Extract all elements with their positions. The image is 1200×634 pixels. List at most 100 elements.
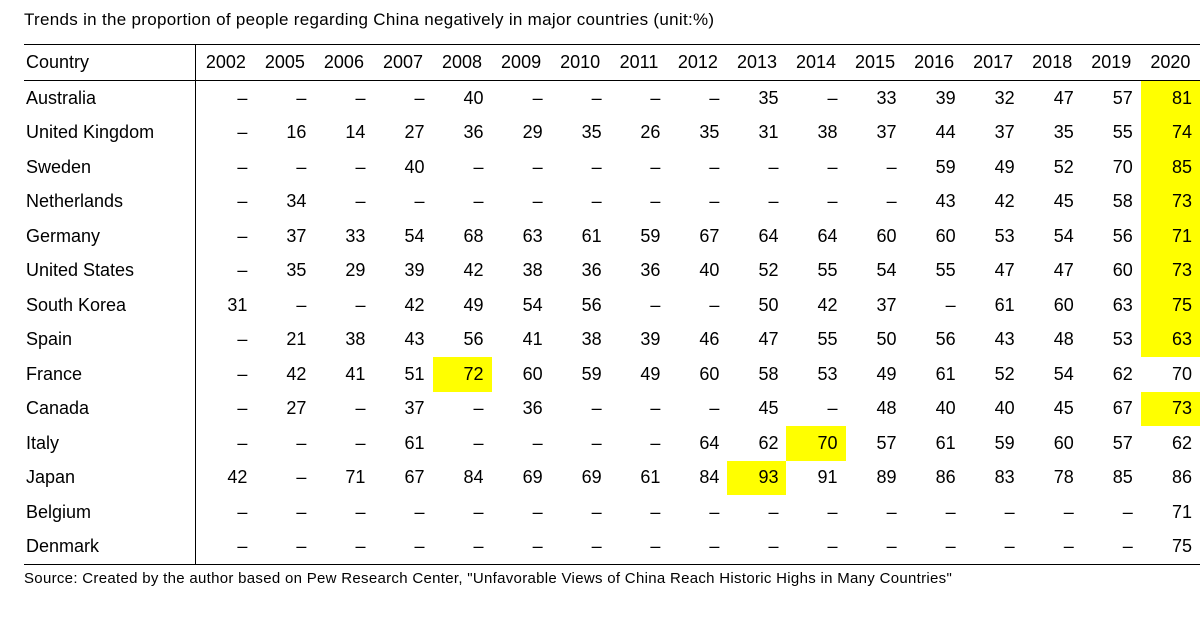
value-cell: – — [532, 191, 543, 212]
value-cell: – — [904, 529, 964, 565]
source-note: Source: Created by the author based on P… — [24, 570, 953, 587]
table-row: United States – 35 29 39 42 38 36 36 40 52 55 54 55 47… — [24, 253, 1200, 288]
value-cell: 37 — [876, 294, 897, 315]
value-cell: 26 — [640, 122, 661, 143]
header-row: Country 2002 2005 2006 2007 2008 2009 2010 2011 2… — [24, 44, 1200, 81]
value-cell: 50 — [758, 294, 779, 315]
value-cell: 71 — [345, 467, 366, 488]
value-cell: 38 — [345, 329, 366, 350]
header-cell: 2005 — [255, 44, 315, 81]
value-cell: 64 — [817, 225, 838, 246]
value-cell: – — [237, 191, 248, 212]
value-cell: 61 — [404, 432, 425, 453]
value-cell: 31 — [227, 294, 248, 315]
value-cell: – — [373, 529, 433, 565]
value-cell: 31 — [758, 122, 779, 143]
value-cell: – — [237, 432, 248, 453]
value-cell: 55 — [1112, 122, 1133, 143]
value-cell: 85 — [1140, 150, 1200, 185]
value-cell: 27 — [286, 398, 307, 419]
header-cell: 2009 — [491, 44, 551, 81]
value-cell: 42 — [463, 260, 484, 281]
value-cell: – — [886, 501, 897, 522]
value-cell: 55 — [817, 260, 838, 281]
value-cell: 35 — [286, 260, 307, 281]
header-cell: 2019 — [1081, 44, 1141, 81]
value-cell: 71 — [1140, 219, 1200, 254]
value-cell: – — [296, 294, 307, 315]
value-cell: 48 — [876, 398, 897, 419]
value-cell: 60 — [1053, 294, 1074, 315]
table-row: France – 42 41 51 72 60 59 49 60 58 53 49 61 52 54 62 70 — [24, 357, 1200, 392]
value-cell: – — [491, 529, 551, 565]
value-cell: 47 — [1053, 260, 1074, 281]
table-row: Japan 42 – 71 67 84 69 69 61 84 93 91 89 86 83 78 85 86 — [24, 460, 1200, 495]
value-cell: 67 — [404, 467, 425, 488]
value-cell: 36 — [640, 260, 661, 281]
value-cell: – — [355, 398, 366, 419]
value-cell: 40 — [699, 260, 720, 281]
value-cell: 42 — [817, 294, 838, 315]
header-cell: 2010 — [550, 44, 610, 81]
value-cell: 73 — [1140, 184, 1200, 219]
country-cell: Belgium — [24, 495, 197, 530]
value-cell: 57 — [1112, 87, 1133, 108]
value-cell: – — [945, 294, 956, 315]
value-cell: 14 — [345, 122, 366, 143]
value-cell: 43 — [935, 191, 956, 212]
value-cell: – — [886, 191, 897, 212]
value-cell: 38 — [522, 260, 543, 281]
value-cell: – — [314, 529, 374, 565]
value-cell: – — [650, 191, 661, 212]
header-cell: Country — [24, 44, 197, 81]
value-cell: 49 — [876, 363, 897, 384]
value-cell: – — [650, 432, 661, 453]
value-cell: – — [768, 191, 779, 212]
value-cell: 29 — [522, 122, 543, 143]
value-cell: 61 — [581, 225, 602, 246]
value-cell: 62 — [1171, 432, 1192, 453]
value-cell: 52 — [1053, 156, 1074, 177]
value-cell: – — [237, 501, 248, 522]
value-cell: 58 — [1112, 191, 1133, 212]
header-cell: 2017 — [963, 44, 1023, 81]
header-cell: 2008 — [432, 44, 492, 81]
value-cell: – — [355, 87, 366, 108]
value-cell: – — [296, 501, 307, 522]
table-row: Germany – 37 33 54 68 63 61 59 67 64 64 60 60 53 54 56 71 — [24, 219, 1200, 254]
value-cell: – — [768, 501, 779, 522]
country-cell: Germany — [24, 219, 197, 254]
value-cell: – — [591, 398, 602, 419]
value-cell: – — [473, 501, 484, 522]
value-cell: – — [1063, 501, 1074, 522]
value-cell: 33 — [345, 225, 366, 246]
value-cell: 41 — [345, 363, 366, 384]
value-cell: – — [237, 363, 248, 384]
table-row: Australia – – – – 40 – – – – 35 – 33 39 32 47 57 81 — [24, 80, 1200, 116]
value-cell: 86 — [935, 467, 956, 488]
value-cell: 73 — [1140, 253, 1200, 288]
value-cell: 34 — [286, 191, 307, 212]
value-cell: 60 — [699, 363, 720, 384]
header-cell: 2011 — [609, 44, 669, 81]
value-cell: 78 — [1053, 467, 1074, 488]
country-cell: United States — [24, 253, 197, 288]
value-cell: – — [727, 529, 787, 565]
table-row: Belgium – – – – – – – – – – – – – – – – 71 — [24, 495, 1200, 530]
value-cell: – — [532, 87, 543, 108]
value-cell: 81 — [1140, 80, 1200, 116]
value-cell: 63 — [1112, 294, 1133, 315]
value-cell: 69 — [581, 467, 602, 488]
value-cell: 45 — [758, 398, 779, 419]
country-cell: Spain — [24, 322, 197, 357]
value-cell: – — [473, 398, 484, 419]
table-title: Trends in the proportion of people regar… — [24, 10, 715, 29]
value-cell: 52 — [994, 363, 1015, 384]
value-cell: – — [768, 156, 779, 177]
value-cell: – — [945, 501, 956, 522]
value-cell: 67 — [1112, 398, 1133, 419]
value-cell: – — [355, 432, 366, 453]
value-cell: – — [355, 156, 366, 177]
value-cell: – — [827, 156, 838, 177]
value-cell: – — [532, 501, 543, 522]
